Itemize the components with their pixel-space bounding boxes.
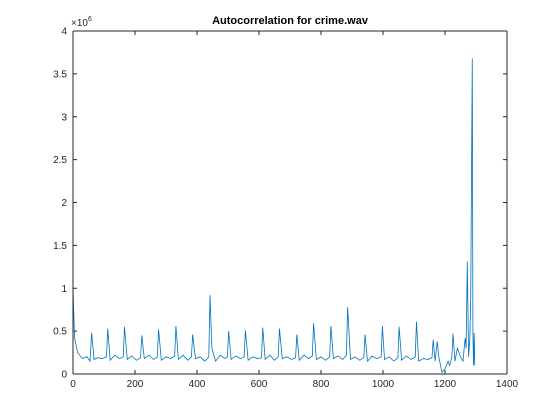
x-tick-label: 1400 (496, 379, 519, 390)
series-group (72, 58, 476, 374)
y-tick-label: 2.5 (53, 155, 67, 166)
x-tick-label: 600 (251, 379, 268, 390)
y-axis-exponent: ×106 (71, 16, 92, 29)
y-tick-label: 2 (61, 198, 67, 209)
x-tick-label: 200 (127, 379, 144, 390)
y-axis-exponent-base: ×10 (71, 18, 88, 29)
plot-area (73, 31, 507, 374)
x-tick-label: 0 (70, 379, 76, 390)
autocorrelation-series-line (72, 58, 476, 374)
chart-title: Autocorrelation for crime.wav (212, 15, 369, 27)
x-tick-label: 800 (313, 379, 330, 390)
axes-box (72, 30, 508, 375)
y-tick-label: 0 (61, 370, 67, 381)
y-tick-label: 3.5 (53, 69, 67, 80)
y-tick-label: 3 (61, 112, 67, 123)
y-tick-label: 0.5 (53, 327, 67, 338)
y-axis-exponent-power: 6 (88, 16, 92, 23)
x-axis-ticks: 0 200 400 600 800 1000 1200 1400 (70, 31, 519, 390)
y-tick-label: 1 (61, 284, 67, 295)
x-tick-label: 1000 (372, 379, 395, 390)
x-tick-label: 400 (189, 379, 206, 390)
y-tick-label: 4 (61, 27, 67, 38)
x-tick-label: 1200 (434, 379, 457, 390)
y-tick-label: 1.5 (53, 241, 67, 252)
